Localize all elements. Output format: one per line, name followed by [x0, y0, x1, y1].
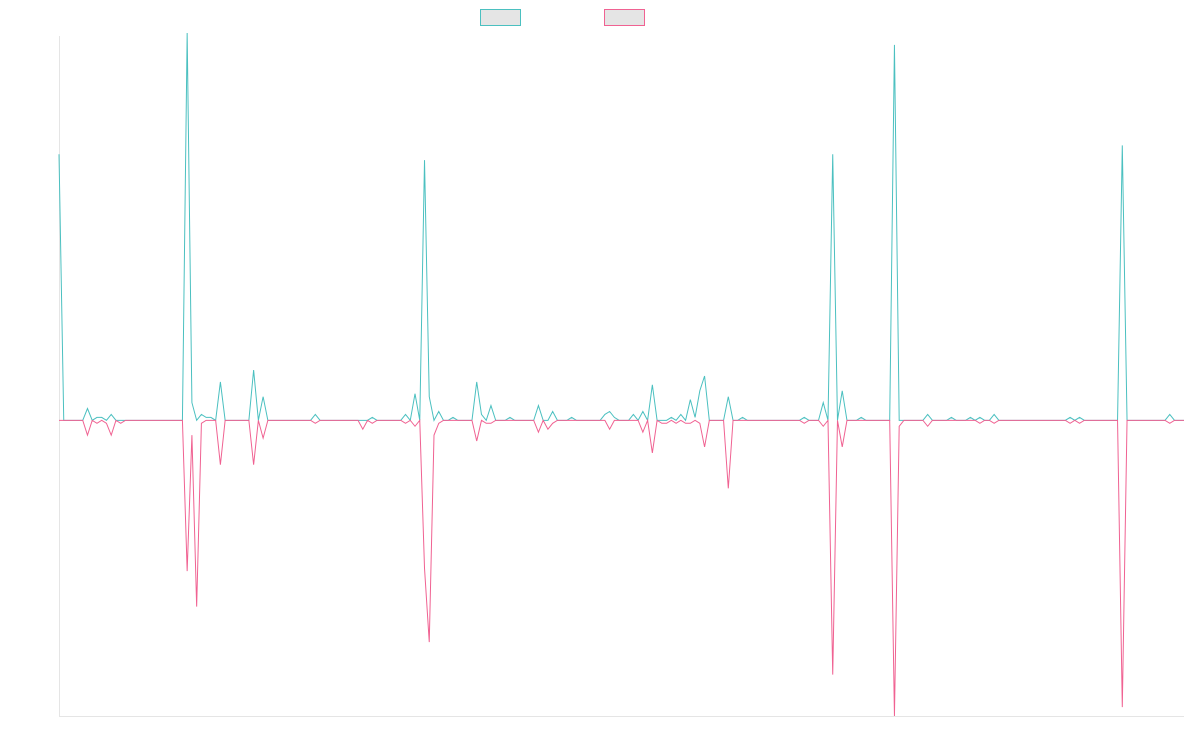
series-line-2	[59, 418, 1184, 717]
legend[interactable]	[480, 9, 645, 26]
legend-item-1[interactable]	[480, 9, 521, 26]
series-layer	[58, 33, 1184, 717]
legend-swatch-2[interactable]	[604, 9, 645, 26]
series-line-1	[58, 33, 1184, 422]
legend-swatch-1[interactable]	[480, 9, 521, 26]
legend-item-2[interactable]	[604, 9, 645, 26]
